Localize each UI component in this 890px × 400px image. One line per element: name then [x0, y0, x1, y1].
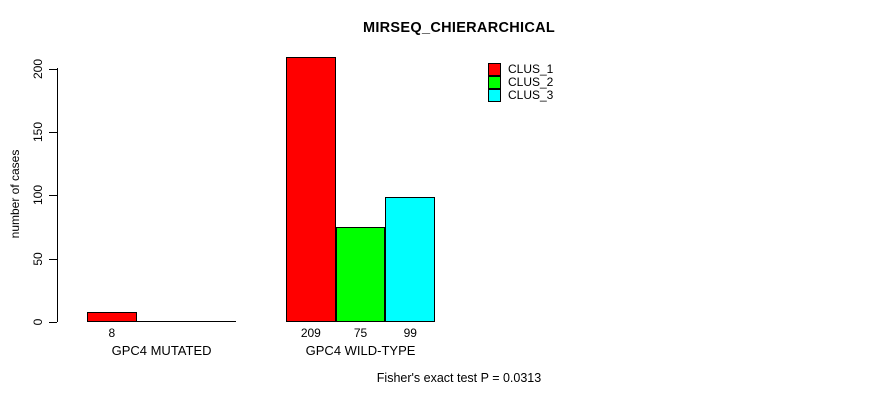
y-axis-tick: [49, 322, 57, 323]
legend: CLUS_1 CLUS_2 CLUS_3: [488, 63, 553, 102]
legend-swatch: [488, 63, 501, 76]
bar-value-label: 99: [403, 326, 417, 340]
legend-row: CLUS_2: [488, 76, 553, 89]
y-axis-tick-label: 0: [31, 318, 45, 326]
bar-gpc4-wild-type-clus-2: [335, 227, 386, 322]
y-axis-label: number of cases: [8, 149, 22, 239]
zero-bar-line-gpc4-mutated-clus-3: [186, 321, 237, 322]
bar-value-label: 75: [353, 326, 368, 340]
y-axis-tick: [49, 69, 57, 70]
bar-gpc4-mutated-clus-1: [87, 312, 137, 322]
legend-label: CLUS_1: [508, 62, 554, 76]
y-axis-tick-label: 200: [31, 58, 45, 80]
y-axis-tick-label: 150: [31, 121, 45, 143]
bar-gpc4-wild-type-clus-1: [286, 57, 336, 322]
y-axis-tick: [49, 195, 57, 196]
y-axis-tick: [49, 132, 57, 133]
bar-value-label: 209: [300, 326, 321, 340]
legend-row: CLUS_1: [488, 63, 553, 76]
legend-swatch: [488, 76, 501, 89]
bar-gpc4-wild-type-clus-3: [385, 197, 436, 322]
chart-title: MIRSEQ_CHIERARCHICAL: [362, 20, 556, 36]
zero-bar-line-gpc4-mutated-clus-2: [136, 321, 187, 322]
category-label-gpc4-wild-type: GPC4 WILD-TYPE: [305, 343, 416, 358]
y-axis-line: [57, 68, 58, 322]
legend-label: CLUS_3: [508, 88, 554, 102]
y-axis-tick: [49, 259, 57, 260]
category-label-gpc4-mutated: GPC4 MUTATED: [111, 343, 212, 358]
legend-row: CLUS_3: [488, 89, 553, 102]
y-axis-tick-label: 50: [31, 252, 45, 266]
annotation-fisher-test: Fisher's exact test P = 0.0313: [376, 371, 542, 385]
legend-label: CLUS_2: [508, 75, 554, 89]
bar-value-label: 8: [108, 326, 116, 340]
y-axis-tick-label: 100: [31, 184, 45, 206]
legend-swatch: [488, 89, 501, 102]
